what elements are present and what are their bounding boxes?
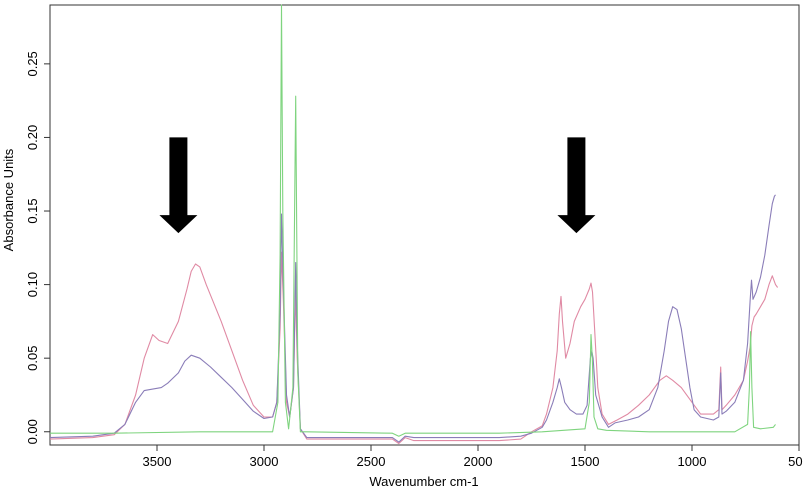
y-axis-title: Absorbance Units <box>1 148 16 251</box>
y-tick-label: 0.25 <box>25 51 40 76</box>
y-tick-label: 0.00 <box>25 419 40 444</box>
series-layer <box>49 4 779 445</box>
down-arrow-2 <box>557 137 596 234</box>
spectrum-line-2 <box>49 194 776 443</box>
y-tick-label: 0.15 <box>25 198 40 223</box>
spectrum-line-1 <box>49 251 779 445</box>
x-axis: 3500 3000 2500 2000 1500 1000 500 <box>143 445 803 469</box>
annotation-layer <box>159 137 596 234</box>
y-tick-label: 0.20 <box>25 125 40 150</box>
down-arrow-1 <box>159 137 198 234</box>
y-tick-label: 0.05 <box>25 346 40 371</box>
x-tick-label: 1000 <box>678 454 707 469</box>
x-tick-label: 1500 <box>571 454 600 469</box>
x-tick-label: 3000 <box>250 454 279 469</box>
x-tick-label: 2000 <box>464 454 493 469</box>
y-axis: 0.00 0.05 0.10 0.15 0.20 0.25 <box>25 51 50 444</box>
plot-frame <box>49 4 800 446</box>
spectrum-line-3 <box>50 4 776 437</box>
x-tick-label: 2500 <box>357 454 386 469</box>
y-tick-label: 0.10 <box>25 272 40 297</box>
x-tick-label: 500 <box>788 454 803 469</box>
x-axis-title: Wavenumber cm-1 <box>369 474 478 489</box>
x-tick-label: 3500 <box>143 454 172 469</box>
